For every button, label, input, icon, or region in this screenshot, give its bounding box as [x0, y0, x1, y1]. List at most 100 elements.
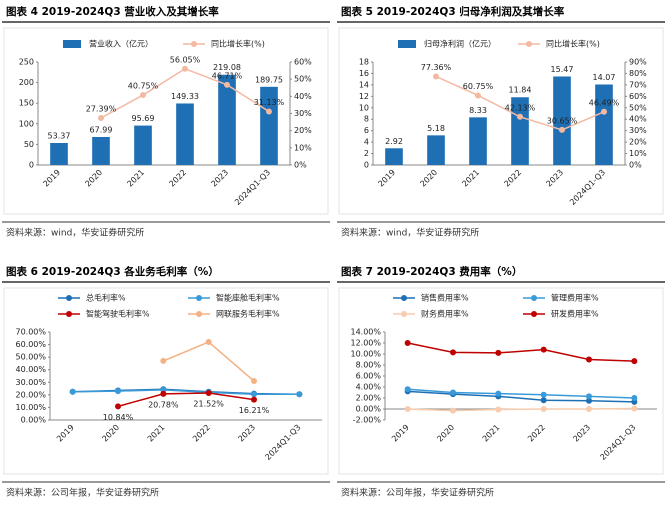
y2-tick-label: 10%	[629, 149, 647, 158]
y-tick-label: 12.00%	[350, 339, 381, 348]
point	[69, 388, 76, 395]
y-tick-label: 10	[359, 103, 369, 112]
legend-label: 网联服务毛利率%	[216, 309, 280, 319]
chart-frame	[338, 287, 664, 475]
legend-label: 管理费用率%	[551, 293, 599, 303]
y2-tick-label: 40%	[294, 92, 312, 101]
x-tick-label: 2023	[571, 423, 592, 444]
bar	[385, 148, 403, 165]
point	[404, 340, 411, 346]
legend-marker	[531, 295, 537, 301]
bar-value-label: 8.33	[469, 106, 487, 115]
x-tick-label: 2021	[125, 168, 146, 189]
y-tick-label: 8	[364, 115, 369, 124]
point	[98, 114, 104, 121]
point	[586, 397, 592, 404]
point	[205, 389, 212, 396]
bar	[50, 143, 68, 165]
source: 资料来源：公司年报，华安证券研究所	[341, 487, 494, 499]
point	[475, 92, 481, 99]
line	[72, 389, 300, 395]
point	[495, 406, 502, 413]
chart-frame	[3, 27, 329, 215]
bar	[260, 86, 278, 165]
legend-marker	[191, 41, 197, 47]
point	[450, 407, 456, 414]
bar-value-label: 2.92	[385, 137, 403, 146]
y-tick-label: 2	[364, 149, 369, 158]
line	[163, 341, 255, 382]
point	[495, 349, 502, 356]
y-tick-label: 14	[359, 80, 369, 89]
source: 资料来源：公司年报，华安证券研究所	[6, 487, 159, 499]
legend-label: 归母净利润（亿元）	[424, 39, 496, 49]
x-tick-label: 2021	[481, 423, 502, 444]
x-tick-label: 2019	[376, 168, 397, 189]
point-value-label: 20.78%	[148, 400, 179, 409]
legend-marker	[196, 311, 202, 317]
point	[433, 73, 439, 80]
y-tick-label: 40.00%	[15, 365, 46, 374]
point	[631, 395, 638, 401]
point	[586, 393, 592, 400]
y2-tick-label: 60%	[294, 58, 312, 67]
y-tick-label: 70.00%	[15, 328, 46, 337]
y-tick-label: 6	[364, 126, 369, 135]
bar-value-label: 5.18	[427, 124, 445, 133]
point-value-label: 42.13%	[505, 103, 536, 112]
bar-value-label: 11.84	[509, 86, 532, 95]
y-tick-label: 10.00%	[15, 403, 46, 412]
point	[631, 358, 638, 365]
x-tick-label: 2022	[191, 423, 212, 444]
y-tick-label: 0	[29, 161, 34, 170]
x-tick-label: 2024Q1-Q3	[233, 168, 272, 207]
y-tick-label: 150	[19, 99, 34, 108]
y-tick-label: 50.00%	[15, 353, 46, 362]
bar	[92, 136, 110, 165]
point-value-label: 30.65%	[547, 116, 578, 125]
y-tick-label: 10.00%	[350, 350, 381, 359]
bar-value-label: 189.75	[255, 75, 283, 84]
y-tick-label: 30.00%	[15, 378, 46, 387]
point	[115, 388, 121, 395]
x-tick-label: 2022	[502, 168, 523, 189]
point-value-label: 56.05%	[170, 55, 201, 64]
bar-value-label: 219.08	[213, 63, 241, 72]
point	[540, 346, 547, 353]
chart-title: 图表 5 2019-2024Q3 归母净利润及其增长率	[341, 5, 565, 18]
x-tick-label: 2023	[236, 423, 257, 444]
legend-label: 总毛利率%	[86, 293, 126, 303]
y-tick-label: 0.00%	[21, 416, 47, 425]
point-value-label: 16.21%	[239, 406, 270, 415]
legend-marker	[401, 295, 407, 301]
point-value-label: 77.36%	[421, 63, 452, 72]
x-tick-label: 2024Q1-Q3	[598, 423, 637, 462]
y-tick-label: 2.00%	[356, 394, 382, 403]
point	[404, 406, 411, 412]
chart-title: 图表 6 2019-2024Q3 各业务毛利率（%）	[6, 265, 219, 278]
x-tick-label: 2022	[526, 423, 547, 444]
point	[559, 126, 565, 133]
point	[140, 92, 146, 99]
x-tick-label: 2019	[41, 168, 62, 189]
legend-label: 营业收入（亿元）	[89, 39, 153, 49]
y2-tick-label: 50%	[629, 103, 647, 112]
point	[540, 397, 547, 404]
point	[296, 391, 303, 398]
y-tick-label: 8.00%	[356, 361, 382, 370]
legend-marker	[66, 295, 72, 301]
legend-marker	[401, 311, 407, 317]
point	[160, 390, 167, 397]
line	[117, 392, 255, 408]
point	[251, 391, 257, 398]
chart-title: 图表 4 2019-2024Q3 营业收入及其增长率	[6, 5, 219, 18]
point	[601, 108, 607, 115]
point-value-label: 46.49%	[589, 98, 620, 107]
legend-label: 智能座舱毛利率%	[216, 293, 280, 303]
source: 资料来源：wind，华安证券研究所	[6, 227, 144, 239]
point	[450, 389, 456, 396]
legend-label: 智能驾驶毛利率%	[86, 309, 150, 319]
x-tick-label: 2019	[390, 423, 411, 444]
bar	[134, 125, 152, 165]
y-tick-label: 6.00%	[356, 372, 382, 381]
